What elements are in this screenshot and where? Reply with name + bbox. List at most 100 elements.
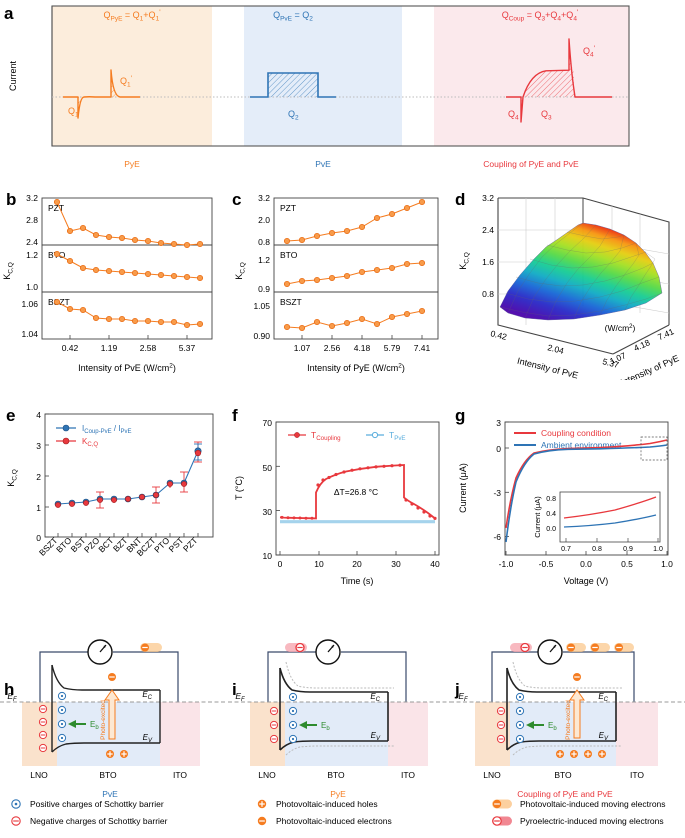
- panel-g-xtick-4: 1.0: [661, 559, 673, 569]
- panel-b-pzt-line: [56, 201, 201, 246]
- panel-f-frame: [275, 421, 440, 556]
- panel-b-bto-line: [56, 253, 201, 279]
- panel-g-xtick-3: 0.5: [621, 559, 633, 569]
- bottom-legend: Positive charges of Schottky barrier Neg…: [11, 799, 666, 826]
- panel-d-ytick-1: 4.18: [632, 337, 651, 353]
- panel-f-xtick-4: 40: [430, 559, 440, 569]
- pye-current-curve: [63, 69, 140, 119]
- panel-h-bto-label: BTO: [99, 770, 117, 780]
- panel-b-ytick-2p4: 2.4: [26, 237, 38, 247]
- q1prime-label: Q1': [120, 76, 132, 89]
- panel-g-inset-blue: [563, 514, 657, 528]
- panel-e-chart: 4 3 2 1 0 KC,Q ICoup-PvE / IPvE KC,Q: [6, 410, 214, 558]
- panel-a-coup-caption: Coupling of PyE and PvE: [483, 159, 579, 169]
- q4-label: Q4: [508, 109, 519, 122]
- panel-g-ytick-m3: -3: [493, 488, 501, 498]
- panel-j-ito-label: ITO: [630, 770, 644, 780]
- legend-marker-pv-electrons: [257, 816, 267, 826]
- panel-g-xlabel: Voltage (V): [564, 576, 609, 586]
- panel-b-xtick-2: 2.58: [140, 343, 157, 353]
- panel-j-ec-label: EC: [598, 692, 608, 703]
- panel-j-photoexcited-arrow: Photo-excited: [565, 689, 585, 740]
- coup-region-bg: [434, 6, 629, 146]
- panel-h-photoexcited-label: Photo-excited: [100, 700, 107, 740]
- panel-g-frame: [504, 421, 669, 556]
- q4prime-label: Q4': [583, 46, 595, 59]
- pve-equation: QPvE = Q2: [273, 10, 313, 23]
- panel-h-photoexcited-arrow: Photo-excited: [100, 689, 120, 740]
- legend-marker-positive-schottky: [11, 799, 21, 809]
- panel-g-xtick-2: 0.0: [580, 559, 592, 569]
- panel-j-ef-label: EF: [458, 691, 468, 703]
- panel-b-xtick-1: 1.19: [101, 343, 118, 353]
- panel-d-xlabel: Intensity of PvE: [516, 356, 579, 380]
- panel-e-legend: ICoup-PvE / IPvE KC,Q: [56, 424, 132, 448]
- panel-i-ev-label: EV: [371, 731, 381, 742]
- panel-j-ghost-valence: [512, 745, 622, 756]
- panel-c-ytick-1p05: 1.05: [253, 301, 270, 311]
- panel-j-eb-label: Eb: [548, 721, 557, 732]
- legend-marker-negative-schottky: [11, 816, 21, 826]
- panel-f-ylabel: T (°C): [234, 476, 244, 500]
- panel-i-bto-bg: [285, 702, 388, 766]
- panel-g-xtick-0: -1.0: [499, 559, 514, 569]
- panel-e-red-markers: [55, 449, 202, 508]
- panel-f-xtick-1: 10: [314, 559, 324, 569]
- panel-b-bszt-markers: [53, 298, 204, 329]
- panel-e-ytick-3: 3: [36, 441, 41, 451]
- panel-c-ytick-0p9: 0.9: [258, 284, 270, 294]
- panel-j-wire-left: [491, 651, 538, 702]
- panel-f-xtick-3: 30: [391, 559, 401, 569]
- panel-f-letter: f: [232, 406, 238, 425]
- panel-g-inset-ytick-0: 0.8: [546, 496, 556, 503]
- panel-j-title: Coupling of PyE and PvE: [517, 789, 613, 799]
- panel-j-diagram: EF EC EV Photo-excited Eb: [450, 639, 685, 799]
- panel-j-photoexcited-label: Photo-excited: [565, 700, 572, 740]
- panel-g-inset-red: [563, 496, 657, 519]
- panel-i-positive-charges: [288, 692, 298, 744]
- legend-text-positive-schottky: Positive charges of Schottky barrier: [30, 799, 164, 809]
- panel-b-bszt-line: [56, 301, 201, 326]
- panel-i-needle-tip: [331, 645, 334, 648]
- panel-e-legend-2: KC,Q: [82, 437, 98, 448]
- panel-f-xtick-0: 0: [278, 559, 283, 569]
- panel-c-xtick-3: 5.79: [384, 343, 401, 353]
- panel-i-conduction-band: [279, 667, 388, 693]
- panel-d-xtick-0: 0.42: [489, 328, 508, 342]
- panel-c-sub-bto: [273, 244, 439, 293]
- q1-fill: [78, 97, 92, 118]
- panel-b-letter: b: [6, 190, 17, 209]
- legend-text-pv-moving-electrons: Photovoltaic-induced moving electrons: [520, 799, 666, 809]
- panel-i-negative-charges: [269, 706, 279, 744]
- panel-g-inset-xtick-3: 1.0: [653, 546, 663, 553]
- panel-c-pzt-line: [286, 201, 423, 242]
- panel-b-ytick-1p0: 1.0: [26, 282, 38, 292]
- panel-j-eb-arrow: Eb: [526, 721, 557, 732]
- panel-f-xtick-2: 20: [352, 559, 362, 569]
- panel-i-ec-label: EC: [370, 692, 380, 703]
- panel-b-ytick-3p2: 3.2: [26, 193, 38, 203]
- panel-b-xlabel: Intensity of PvE (W/cm2): [78, 363, 176, 374]
- panel-b-bto-markers: [53, 250, 204, 282]
- panel-j-letter: j: [455, 680, 460, 699]
- panel-g-legend-ambient: Ambient environment: [541, 440, 622, 450]
- q2-label: Q2: [288, 109, 299, 122]
- panel-a-letter: a: [4, 4, 14, 23]
- panel-c-xtick-0: 1.07: [294, 343, 311, 353]
- panel-c-ytick-1p2: 1.2: [258, 255, 270, 265]
- panel-f-legend-pve: TPvE: [389, 430, 406, 442]
- panel-e-xticklabels: BSZT BTO BST PZO BCT BZT BNT BCZT PTO PS…: [37, 535, 199, 558]
- panel-b-ytick-1p04: 1.04: [21, 329, 38, 339]
- panel-i-ito-label: ITO: [401, 770, 415, 780]
- panel-i-lno-bg: [250, 702, 285, 766]
- panel-i-eb-arrow: Eb: [299, 721, 330, 732]
- panel-j-ito-bg: [616, 702, 658, 766]
- panel-h-wire-left: [39, 651, 88, 702]
- panel-f-xticks: [279, 551, 436, 555]
- panel-d-axis-back: [498, 197, 670, 325]
- panel-f-legend: TCoupling TPvE: [288, 430, 406, 442]
- panel-d-axis-left: [497, 198, 614, 355]
- panel-g-inset: Current (μA) 0.8 0.4 0.0 0.7 0.8 0.9 1.0: [533, 491, 663, 553]
- panel-e-ylabel: KC,Q: [6, 469, 19, 487]
